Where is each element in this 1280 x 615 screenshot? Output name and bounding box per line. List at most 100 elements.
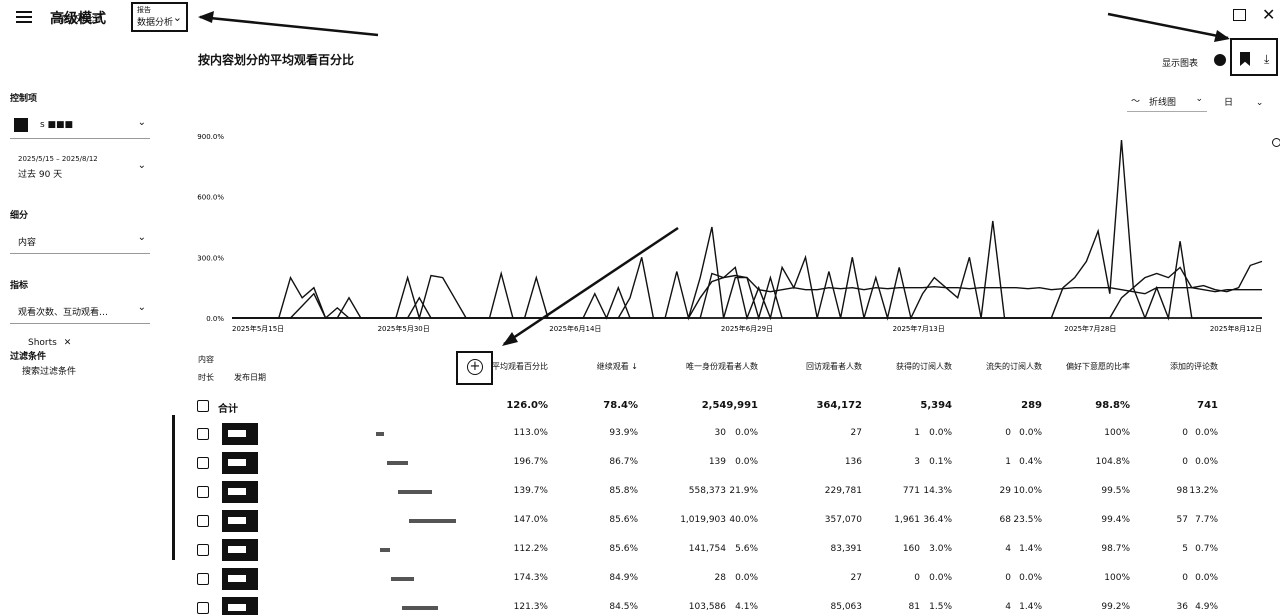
add-column-button[interactable]: + <box>456 351 493 385</box>
series-line-C <box>232 220 1263 321</box>
table-row[interactable]: 196.7% 86.7% 139 0.0% 136 3 0.1% 1 0.4% 104.8% 0 0.… <box>0 451 1280 479</box>
add-compare-button[interactable]: 添加对比项 <box>58 15 104 25</box>
column-header[interactable]: 继续观看 ↓ <box>596 362 638 371</box>
help-icon[interactable] <box>1214 54 1226 66</box>
table-cell: 113.0% <box>513 428 548 438</box>
y-tick-label: 600.0% <box>197 194 224 202</box>
video-thumbnail[interactable] <box>222 423 258 445</box>
control-dropdown[interactable]: s ■■■ ⌄ <box>10 113 150 139</box>
column-header[interactable]: 偏好下意愿的比率 <box>1066 362 1130 371</box>
feedback-icon[interactable] <box>1233 9 1246 21</box>
video-thumbnail[interactable] <box>222 597 258 615</box>
x-tick-label: 2025年6月29日 <box>721 324 773 333</box>
chart-type-select[interactable]: 〜 折线图 ⌄ <box>1127 92 1207 112</box>
select-all-checkbox[interactable] <box>197 400 209 412</box>
column-header[interactable]: 回访观看者人数 <box>806 362 862 371</box>
table-cell: 86.7% <box>609 457 638 467</box>
menu-icon[interactable] <box>16 8 32 23</box>
table-cell: 1.5% <box>929 602 952 612</box>
row-checkbox[interactable] <box>197 428 209 440</box>
row-checkbox[interactable] <box>197 602 209 614</box>
table-cell: 139 <box>708 457 726 467</box>
x-tick-label: 2025年6月14日 <box>549 324 601 333</box>
line-chart-icon: 〜 <box>1131 97 1141 107</box>
table-cell: 98.8% <box>1095 400 1130 411</box>
table-cell: 85.6% <box>609 515 638 525</box>
col-content[interactable]: 内容 <box>198 355 214 364</box>
y-tick-label: 300.0% <box>197 254 224 262</box>
column-header[interactable]: 平均观看百分比 <box>492 362 548 371</box>
table-cell: 289 <box>1021 400 1042 411</box>
table-cell: 4 <box>1005 602 1011 612</box>
annotation-arrowhead <box>198 11 214 23</box>
table-row[interactable]: 121.3% 84.5% 103,586 4.1% 85,063 81 1.5% 4 1.4% 9… <box>0 596 1280 615</box>
table-row[interactable]: 112.2% 85.6% 141,754 5.6% 83,391 160 3.0% 4 1.4%… <box>0 538 1280 566</box>
show-chart-toggle[interactable]: 显示图表 <box>1162 59 1199 69</box>
video-thumbnail[interactable] <box>222 510 258 532</box>
control-title: 控制项 <box>10 94 38 104</box>
x-tick-label: 2025年7月13日 <box>893 324 945 333</box>
chevron-down-icon: ⌄ <box>1255 98 1264 108</box>
video-thumbnail[interactable] <box>222 568 258 590</box>
table-cell: 0.7% <box>1195 544 1218 554</box>
video-thumbnail[interactable] <box>222 452 258 474</box>
table-cell: 0 <box>1182 457 1188 467</box>
download-icon[interactable]: ⤓ <box>1264 52 1270 66</box>
table-row[interactable]: 139.7% 85.8% 558,373 21.9% 229,781 771 14.3% 29… <box>0 480 1280 508</box>
bookmark-icon[interactable] <box>1240 52 1250 66</box>
column-header[interactable]: 获得的订阅人数 <box>896 362 952 371</box>
row-checkbox[interactable] <box>197 573 209 585</box>
col-duration[interactable]: 时长 <box>198 373 214 382</box>
column-header[interactable]: 添加的评论数 <box>1170 362 1218 371</box>
page-title: 高级模式 <box>50 11 106 27</box>
row-checkbox[interactable] <box>197 515 209 527</box>
breakdown-dropdown[interactable]: 内容 ⌄ <box>10 228 150 254</box>
chevron-down-icon: ⌄ <box>137 117 146 128</box>
video-thumbnail[interactable] <box>222 481 258 503</box>
breakdown-title: 细分 <box>10 211 29 221</box>
table-cell: 100% <box>1104 573 1130 583</box>
table-cell: 2,549,991 <box>701 400 758 411</box>
table-row[interactable]: 147.0% 85.6% 1,019,903 40.0% 357,070 1,961 36.… <box>0 509 1280 537</box>
date-range-dropdown[interactable]: 2025/5/15 – 2025/8/12 过去 90 天 ⌄ <box>10 152 150 184</box>
table-cell: 0.0% <box>1195 457 1218 467</box>
row-checkbox[interactable] <box>197 457 209 469</box>
table-row[interactable]: 113.0% 93.9% 30 0.0% 27 1 0.0% 0 0.0% 100% 0 0.0% <box>0 422 1280 450</box>
table-cell: 57 <box>1176 515 1188 525</box>
redacted-title <box>398 490 432 494</box>
redacted-title <box>402 606 438 610</box>
report-select-value: 数据分析 <box>137 18 174 28</box>
table-cell: 0.0% <box>1195 573 1218 583</box>
row-checkbox[interactable] <box>197 486 209 498</box>
annotation-arrow <box>1107 12 1229 40</box>
column-header[interactable]: 流失的订阅人数 <box>986 362 1042 371</box>
date-preset: 过去 90 天 <box>18 170 63 180</box>
row-checkbox[interactable] <box>197 544 209 556</box>
table-cell: 84.5% <box>609 602 638 612</box>
table-cell: 4 <box>1005 544 1011 554</box>
table-cell: 83,391 <box>830 544 863 554</box>
granularity-select[interactable]: 日 ⌄ <box>1212 92 1274 112</box>
table-cell: 0.0% <box>1019 573 1042 583</box>
table-cell: 357,070 <box>824 515 862 525</box>
filter-chip-label: Shorts <box>28 338 57 348</box>
table-cell: 0 <box>914 573 920 583</box>
table-cell: 0.0% <box>735 573 758 583</box>
table-cell: 93.9% <box>609 428 638 438</box>
col-date[interactable]: 发布日期 <box>234 373 266 382</box>
add-filter-input[interactable]: 搜索过滤条件 <box>22 367 77 377</box>
filter-chip[interactable]: Shorts ✕ <box>28 338 71 348</box>
close-icon[interactable]: ✕ <box>63 338 72 348</box>
column-header[interactable]: 唯一身份观看者人数 <box>686 362 758 371</box>
close-icon[interactable]: ✕ <box>1262 5 1276 24</box>
table-cell: 99.4% <box>1101 515 1130 525</box>
table-cell: 0.0% <box>929 428 952 438</box>
report-select[interactable]: 报告 数据分析 ⌄ <box>131 2 188 32</box>
table-cell: 0.1% <box>929 457 952 467</box>
video-thumbnail[interactable] <box>222 539 258 561</box>
table-cell: 174.3% <box>513 573 548 583</box>
table-row[interactable]: 174.3% 84.9% 28 0.0% 27 0 0.0% 0 0.0% 100% 0 0.0% <box>0 567 1280 595</box>
settings-icon[interactable] <box>1272 138 1280 147</box>
channel-avatar <box>14 118 28 132</box>
metrics-dropdown[interactable]: 观看次数、互动观看… ⌄ <box>10 298 150 324</box>
